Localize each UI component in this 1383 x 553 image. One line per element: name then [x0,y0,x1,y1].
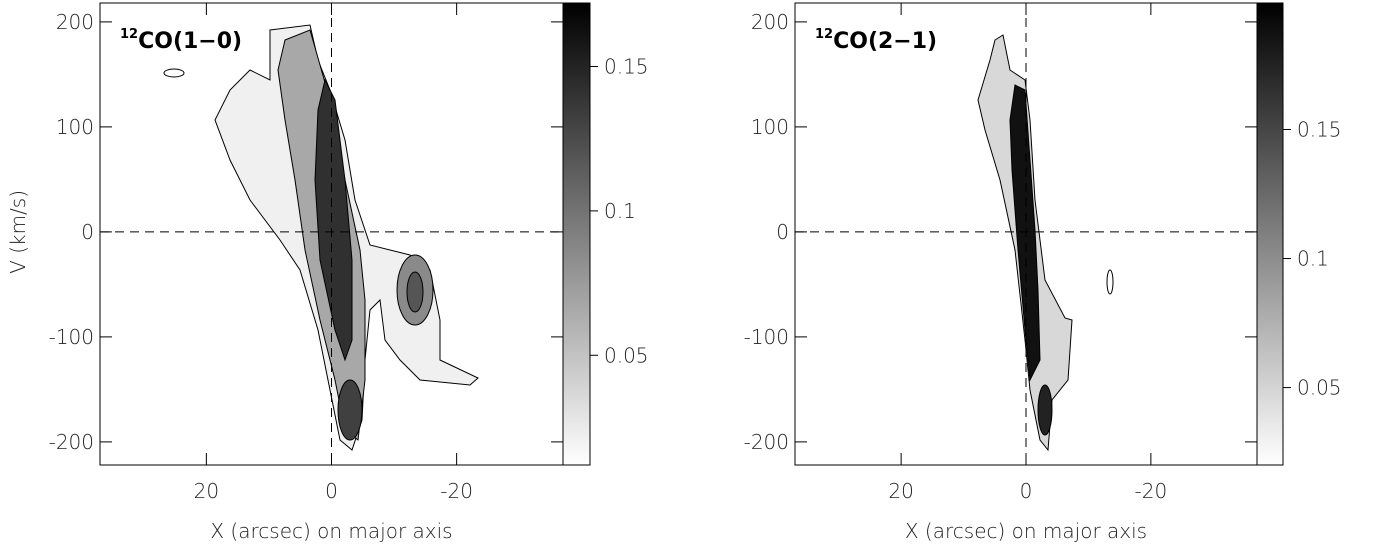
y-tick-label: -100 [49,325,94,349]
y-tick-label: -200 [49,430,94,454]
contour [406,271,424,313]
y-tick-label: 0 [81,220,94,244]
contour [163,68,185,78]
x-tick-label: 0 [1020,479,1033,503]
colorbar-tick-label: 0.15 [1297,117,1342,141]
title-superscript: 12 [120,27,138,42]
colorbar-tick-label: 0.1 [1297,247,1329,271]
title-superscript: 12 [815,27,833,42]
colorbar-tick-label: 0.05 [1297,376,1342,400]
contour [314,78,353,362]
y-tick-label: 200 [56,10,94,34]
y-axis-label: V (km/s) [6,190,30,274]
emission-contours-2 [977,34,1114,452]
colorbar [1256,2,1284,466]
colorbar-tick-label: 0.15 [604,55,649,79]
title-text: CO(2−1) [833,29,937,54]
y-tick-label: 100 [56,115,94,139]
y-tick-label: 200 [751,10,789,34]
contour [337,379,363,441]
y-tick-label: 0 [776,220,789,244]
x-tick-label: -20 [1135,479,1168,503]
panel-title: 12CO(1−0) [120,27,242,54]
emission-contours-1 [163,24,479,451]
contour [1009,84,1041,382]
contour [1037,384,1053,436]
title-text: CO(1−0) [138,29,242,54]
x-tick-label: -20 [440,479,473,503]
y-tick-label: -100 [744,325,789,349]
x-tick-label: 20 [888,479,913,503]
colorbar-tick-label: 0.05 [604,343,649,367]
x-tick-label: 0 [325,479,338,503]
colorbar [562,2,591,466]
colorbar-tick-label: 0.1 [604,199,636,223]
x-tick-label: 20 [194,479,219,503]
panel-title: 12CO(2−1) [815,27,937,54]
y-tick-label: 100 [751,115,789,139]
contour [1106,269,1114,295]
x-axis-label: X (arcsec) on major axis [210,519,452,543]
x-axis-label: X (arcsec) on major axis [905,519,1147,543]
y-tick-label: -200 [744,430,789,454]
